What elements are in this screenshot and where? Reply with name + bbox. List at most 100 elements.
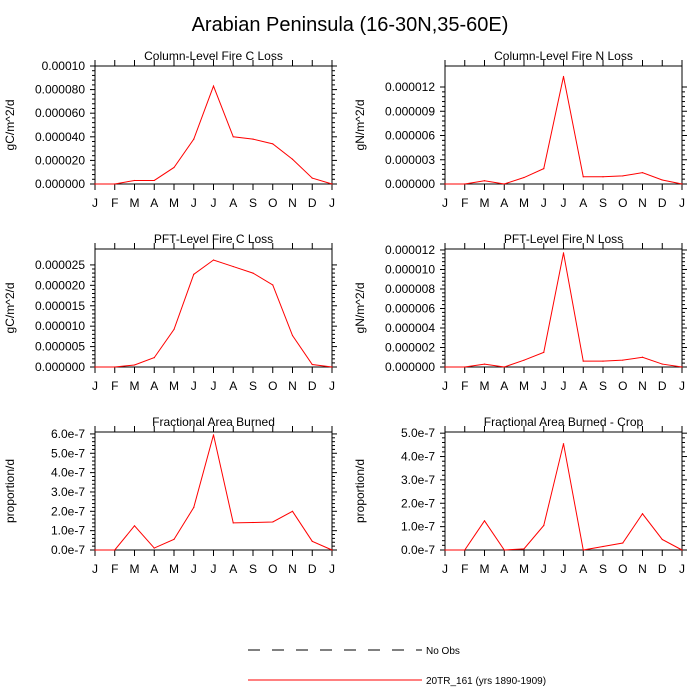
data-point (681, 366, 683, 368)
data-point (133, 364, 136, 366)
data-point (562, 252, 565, 254)
x-tick-label: F (111, 562, 118, 576)
data-point (464, 183, 466, 185)
y-axis-label: gN/m^2/d (353, 283, 367, 334)
legend-label: No Obs (426, 646, 460, 657)
data-point (232, 265, 234, 268)
data-point (562, 75, 565, 78)
data-point (483, 520, 486, 522)
data-point (503, 366, 505, 368)
chart-title: Fractional Area Burned - Crop (484, 415, 644, 429)
y-tick-label: 0.000006 (385, 129, 435, 143)
data-point (291, 510, 294, 512)
x-tick-label: O (618, 196, 627, 210)
data-point (232, 522, 234, 524)
data-point (483, 363, 486, 365)
data-point (212, 434, 215, 436)
data-point (622, 175, 624, 177)
y-tick-label: 0.000010 (385, 262, 435, 276)
data-point (94, 366, 96, 368)
data-point (153, 357, 155, 359)
x-tick-label: J (329, 379, 335, 393)
x-tick-label: J (442, 562, 448, 576)
x-tick-label: A (150, 379, 158, 393)
chart-title: Column-Level Fire C Loss (144, 49, 283, 63)
y-tick-label: 0.0e-7 (401, 543, 435, 557)
data-point (114, 183, 116, 185)
x-tick-label: A (229, 562, 237, 576)
y-tick-label: 0.000006 (385, 301, 435, 315)
data-point (661, 363, 663, 365)
x-tick-label: A (579, 196, 587, 210)
x-tick-label: J (561, 379, 567, 393)
data-point (602, 176, 604, 178)
data-point (661, 179, 663, 181)
data-point (523, 548, 525, 550)
y-tick-label: 0.000015 (35, 299, 85, 313)
data-point (331, 366, 333, 368)
x-tick-label: J (679, 562, 685, 576)
data-point (272, 284, 274, 286)
chart-panel-2: Column-Level Fire N Loss gN/m^2/d 0.000000… (353, 49, 687, 210)
legend-label: 20TR_161 (yrs 1890-1909) (426, 676, 546, 687)
data-point (641, 172, 644, 174)
chart-panel-6: Fractional Area Burned - Crop proportion/… (353, 415, 687, 576)
data-point (272, 521, 274, 523)
x-tick-label: J (211, 562, 217, 576)
y-tick-label: 0.000020 (35, 153, 85, 167)
x-tick-label: A (150, 562, 158, 576)
y-axis-label: gC/m^2/d (3, 100, 17, 151)
y-axis-label: gN/m^2/d (353, 100, 367, 151)
chart-title: PFT-Level Fire C Loss (154, 232, 273, 246)
data-point (252, 138, 254, 140)
x-tick-label: J (561, 562, 567, 576)
plot-frame (444, 65, 683, 185)
x-tick-label: J (92, 379, 98, 393)
plot-frame (94, 248, 333, 368)
y-tick-label: 0.000002 (385, 340, 435, 354)
x-tick-label: M (519, 379, 529, 393)
data-point (483, 180, 486, 182)
x-tick-label: J (92, 196, 98, 210)
x-tick-label: M (130, 562, 140, 576)
chart-panel-3: PFT-Level Fire C Loss gC/m^2/d 0.000000 0.0… (3, 232, 337, 393)
data-point (331, 183, 333, 185)
y-tick-label: 0.000000 (35, 360, 85, 374)
y-tick-label: 0.000004 (385, 321, 435, 335)
data-point (444, 549, 446, 551)
x-tick-label: F (461, 379, 468, 393)
x-tick-label: N (638, 379, 647, 393)
data-point (602, 545, 604, 548)
data-point (582, 360, 584, 362)
x-tick-label: N (638, 562, 647, 576)
x-tick-label: D (658, 196, 667, 210)
data-point (681, 549, 683, 551)
x-tick-label: F (111, 379, 118, 393)
x-tick-label: S (599, 562, 607, 576)
x-tick-label: M (519, 562, 529, 576)
series-line (445, 76, 683, 185)
chart-panel-5: Fractional Area Burned proportion/d 0.0e-7… (3, 415, 337, 576)
data-point (311, 540, 313, 542)
y-tick-label: 4.0e-7 (51, 466, 85, 480)
x-tick-label: A (229, 196, 237, 210)
data-point (444, 366, 446, 368)
x-tick-label: M (130, 379, 140, 393)
y-tick-label: 0.00010 (42, 59, 86, 73)
x-tick-label: M (169, 379, 179, 393)
x-tick-label: J (541, 562, 547, 576)
x-tick-label: S (599, 196, 607, 210)
y-tick-label: 0.000060 (35, 106, 85, 120)
data-point (661, 538, 663, 541)
data-point (94, 183, 96, 185)
data-point (543, 524, 545, 527)
x-tick-label: S (249, 562, 257, 576)
data-point (622, 359, 624, 361)
data-point (311, 363, 313, 366)
x-tick-label: J (442, 196, 448, 210)
y-tick-label: 0.000008 (385, 282, 435, 296)
chart-title: PFT-Level Fire N Loss (504, 232, 623, 246)
y-tick-label: 0.000020 (35, 278, 85, 292)
chart-title: Column-Level Fire N Loss (494, 49, 633, 63)
y-tick-label: 0.000025 (35, 258, 85, 272)
